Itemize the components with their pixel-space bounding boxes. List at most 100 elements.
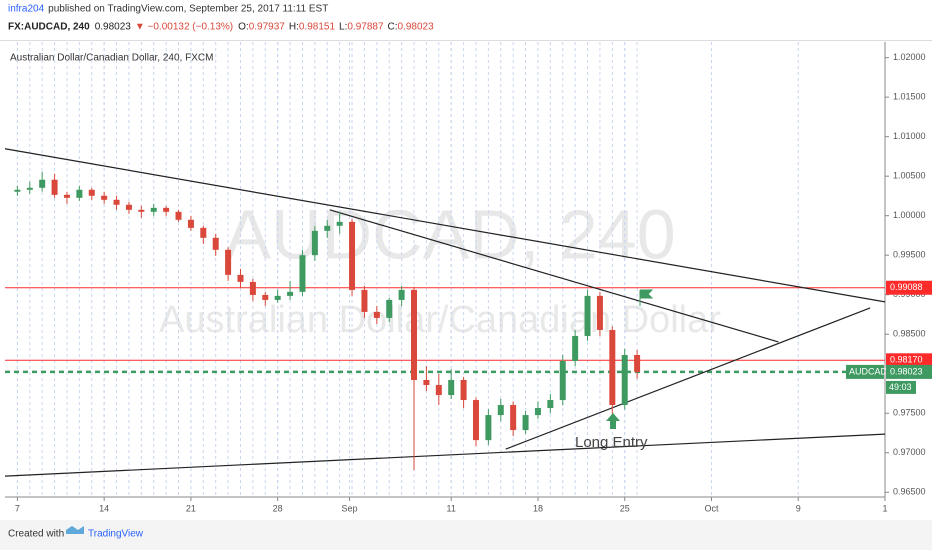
y-tick-label: 1.00000: [893, 210, 926, 220]
candle-body: [386, 299, 393, 318]
timer-label: 49:03: [889, 382, 912, 392]
ohlc-value: 0.97887: [347, 22, 384, 33]
candle-body: [559, 361, 566, 401]
candle-body: [287, 291, 294, 296]
x-tick-label: Sep: [342, 503, 358, 513]
candle-body: [262, 294, 269, 300]
symbol: FX:AUDCAD, 240: [8, 22, 90, 33]
y-tick-label: 0.98500: [893, 329, 926, 339]
y-tick-label: 1.01500: [893, 92, 926, 102]
price-tag-label: 0.98023: [890, 366, 923, 376]
y-tick-label: 1.00500: [893, 171, 926, 181]
candle-body: [125, 204, 132, 210]
footer-bg: [0, 520, 932, 550]
flag: [639, 289, 654, 306]
x-tick-label: 18: [533, 503, 543, 513]
candle-body: [175, 211, 182, 220]
footer-text: Created with: [8, 529, 64, 540]
candle-body: [237, 274, 244, 282]
candle-body: [448, 379, 455, 396]
x-tick-label: 25: [620, 503, 630, 513]
candle-body: [101, 195, 108, 200]
candle-body: [212, 237, 219, 250]
ohlc-value: 0.98151: [299, 22, 336, 33]
ohlc-label: C:: [388, 22, 398, 33]
x-tick-label: 11: [447, 503, 456, 513]
candle-body: [621, 354, 628, 406]
brand[interactable]: TradingView: [88, 529, 144, 540]
x-tick-label: 1: [882, 503, 887, 513]
candle-body: [187, 219, 194, 228]
x-tick-label: Oct: [704, 503, 719, 513]
candle-body: [634, 354, 641, 372]
tv-logo: [66, 526, 84, 534]
candle-body: [336, 221, 343, 226]
candle-body: [373, 311, 380, 318]
trendline: [329, 209, 779, 343]
trendline: [505, 307, 871, 450]
y-tick-label: 0.97000: [893, 447, 926, 457]
chart-legend: Australian Dollar/Canadian Dollar, 240, …: [10, 53, 213, 64]
candle-body: [584, 295, 591, 336]
plot: AUDCAD, 240 Australian Dollar/Canadian Do…: [4, 42, 932, 513]
candle-body: [411, 289, 418, 380]
candle-body: [200, 227, 207, 238]
author[interactable]: infra204: [8, 4, 45, 15]
price-tag: [886, 364, 932, 379]
candle-body: [51, 179, 58, 195]
price-tag-label: 0.99088: [890, 282, 923, 292]
candle-body: [522, 415, 529, 431]
candle-body: [39, 179, 46, 188]
candle-body: [497, 405, 504, 416]
price-tag-label: 0.98170: [890, 355, 923, 365]
y-tick-label: 0.99500: [893, 250, 926, 260]
ohlc-value: 0.97937: [249, 22, 286, 33]
ohlc-label: O:: [238, 22, 249, 33]
candle-body: [14, 189, 21, 192]
y-tick-label: 0.96500: [893, 487, 926, 497]
candle-body: [26, 187, 33, 190]
candle-body: [460, 379, 467, 401]
candle-body: [88, 189, 95, 196]
candle-body: [113, 199, 120, 205]
ohlc-label: L:: [339, 22, 347, 33]
candle-body: [547, 400, 554, 409]
y-tick-label: 1.02000: [893, 52, 926, 62]
candle-body: [138, 209, 145, 212]
symbol-tag-label: AUDCAD: [849, 366, 888, 376]
candle-body: [299, 255, 306, 292]
candle-body: [485, 415, 492, 441]
y-tick-label: 1.01000: [893, 131, 926, 141]
price-tag: [886, 280, 932, 295]
candle-body: [423, 379, 430, 386]
y-tick-label: 0.97500: [893, 408, 926, 418]
annotation: Long Entry: [575, 434, 648, 451]
candle-body: [249, 281, 256, 295]
last-price: 0.98023: [95, 22, 132, 33]
candle-body: [572, 335, 579, 362]
candle-body: [534, 408, 541, 416]
ohlc-label: H:: [289, 22, 299, 33]
x-tick-label: 21: [186, 503, 196, 513]
ohlc: O: 0.97937 H: 0.98151 L: 0.97887 C: 0.98023: [238, 22, 434, 33]
x-tick-label: 28: [273, 503, 283, 513]
trendline: [4, 148, 886, 303]
candle-body: [435, 385, 442, 396]
trendline: [4, 433, 886, 477]
candle-body: [76, 189, 83, 198]
candle-body: [163, 207, 170, 212]
candle-body: [510, 405, 517, 431]
candle-body: [349, 221, 356, 290]
price-change: ▼ −0.00132 (−0.13%): [135, 22, 233, 33]
candle-body: [361, 289, 368, 312]
entry-arrow: [606, 413, 620, 429]
candle-body: [472, 400, 479, 441]
x-tick-label: 14: [99, 503, 109, 513]
x-tick-label: 9: [796, 503, 801, 513]
watermark: AUDCAD, 240: [224, 195, 675, 273]
candle-body: [609, 329, 616, 406]
candle-body: [225, 249, 232, 275]
candle-body: [324, 225, 331, 231]
symbol-tag: [846, 364, 884, 379]
